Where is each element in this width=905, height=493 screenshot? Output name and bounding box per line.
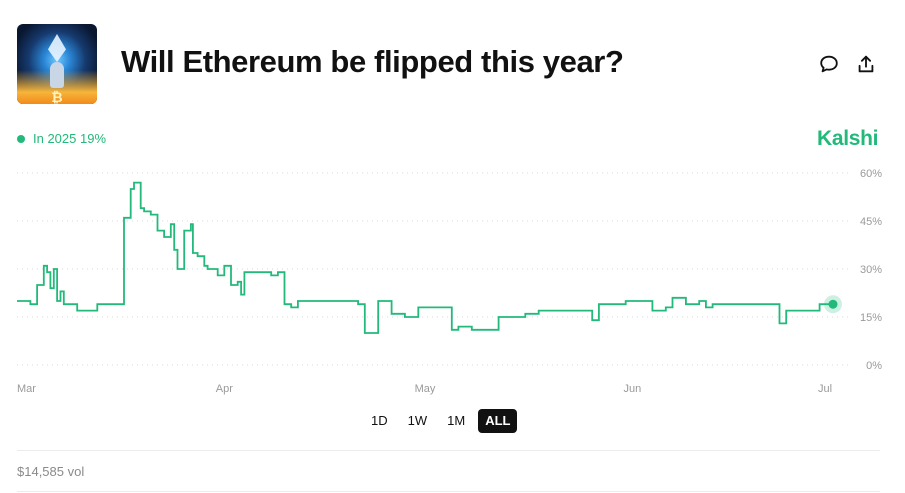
range-tab-1m[interactable]: 1M bbox=[447, 413, 466, 428]
comment-icon bbox=[820, 55, 838, 73]
y-tick-label: 0% bbox=[866, 360, 882, 372]
x-tick-label: Jul bbox=[818, 383, 832, 395]
x-tick-label: Jun bbox=[623, 383, 641, 395]
price-chart: 0% 15% 30% 45% 60% Mar Apr May Jun Jul bbox=[17, 168, 882, 395]
series-line-in-2025 bbox=[17, 181, 833, 334]
volume-text: $14,585 vol bbox=[17, 464, 85, 479]
page-title: Will Ethereum be flipped this year? bbox=[121, 44, 624, 79]
share-icon bbox=[858, 55, 874, 73]
legend-dot bbox=[17, 134, 25, 143]
divider bbox=[17, 491, 880, 492]
range-tab-1w[interactable]: 1W bbox=[407, 413, 428, 428]
ethereum-logo-icon bbox=[48, 34, 66, 62]
range-tabs: 1D 1W 1M ALL bbox=[364, 409, 518, 433]
divider bbox=[17, 450, 880, 451]
y-tick-label: 60% bbox=[860, 168, 882, 180]
range-tab-all[interactable]: ALL bbox=[478, 409, 518, 433]
x-tick-label: May bbox=[415, 383, 436, 395]
chart-legend: In 2025 19% bbox=[17, 131, 106, 146]
bitcoin-logo-icon: ₿ bbox=[51, 89, 63, 104]
x-tick-label: Apr bbox=[216, 383, 233, 395]
range-tab-1d[interactable]: 1D bbox=[371, 413, 388, 428]
share-button[interactable] bbox=[855, 53, 877, 75]
rocket-icon bbox=[50, 62, 64, 88]
y-tick-label: 45% bbox=[860, 216, 882, 228]
legend-label: In 2025 19% bbox=[33, 131, 107, 146]
brand-logo: Kalshi bbox=[817, 127, 879, 150]
x-tick-label: Mar bbox=[17, 383, 36, 395]
y-tick-label: 30% bbox=[860, 264, 882, 276]
y-tick-label: 15% bbox=[860, 312, 882, 324]
market-image: ₿ bbox=[17, 24, 97, 104]
comment-button[interactable] bbox=[818, 53, 840, 75]
series-endpoint-marker bbox=[828, 299, 838, 309]
